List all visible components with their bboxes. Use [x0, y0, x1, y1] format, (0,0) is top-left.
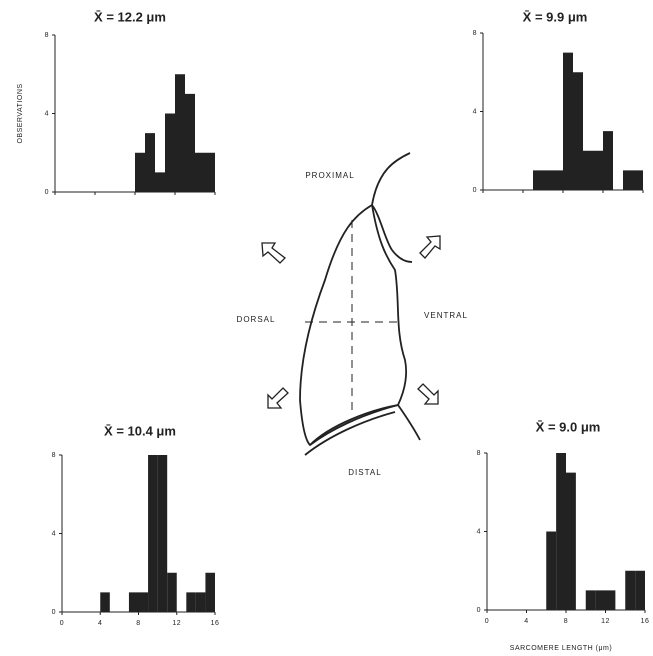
- x-tick-label: 8: [136, 620, 140, 627]
- bar: [205, 573, 215, 612]
- x-tick-label: 8: [564, 618, 568, 625]
- bar: [566, 473, 576, 610]
- bar: [165, 114, 175, 193]
- bar: [185, 94, 195, 192]
- chart-title: X̄ = 9.9 μm: [523, 9, 588, 24]
- bar: [533, 170, 543, 190]
- y-tick-label: 0: [52, 609, 56, 616]
- bar: [175, 74, 185, 192]
- chart-title: X̄ = 12.2 μm: [94, 9, 166, 24]
- label-ventral: VENTRAL: [424, 311, 468, 320]
- y-axis-label: OBSERVATIONS: [17, 83, 24, 143]
- label-proximal: PROXIMAL: [305, 171, 354, 180]
- bar: [158, 455, 168, 612]
- bar: [139, 592, 149, 612]
- bar: [583, 151, 593, 190]
- bar: [553, 170, 563, 190]
- x-tick-label: 16: [641, 618, 650, 625]
- y-tick-label: 4: [45, 110, 49, 117]
- arrow: [268, 388, 288, 408]
- muscle-diagram: [262, 153, 440, 455]
- x-tick-label: 16: [211, 620, 220, 627]
- bar: [556, 453, 566, 610]
- bar: [546, 532, 556, 611]
- bar: [155, 172, 165, 192]
- bar: [623, 170, 633, 190]
- bar: [573, 72, 583, 190]
- bar: [196, 592, 206, 612]
- arrow: [418, 384, 438, 404]
- figure: PROXIMAL DORSAL VENTRAL DISTAL X̄ = 12.2…: [0, 0, 653, 656]
- x-tick-label: 0: [60, 620, 64, 627]
- y-tick-label: 8: [477, 450, 481, 457]
- bar: [596, 590, 606, 610]
- bar: [543, 170, 553, 190]
- bar: [593, 151, 603, 190]
- chart-title: X̄ = 9.0 μm: [536, 419, 601, 434]
- bar: [186, 592, 196, 612]
- label-dorsal: DORSAL: [237, 315, 276, 324]
- bar: [625, 571, 635, 610]
- distal-line: [310, 405, 420, 445]
- y-tick-label: 8: [473, 30, 477, 37]
- bar: [633, 170, 643, 190]
- y-tick-label: 0: [477, 607, 481, 614]
- bar: [586, 590, 596, 610]
- muscle-outline: [300, 153, 410, 445]
- bar: [167, 573, 177, 612]
- x-tick-label: 4: [98, 620, 102, 627]
- distal-line: [305, 412, 395, 455]
- bar: [129, 592, 139, 612]
- bar: [635, 571, 645, 610]
- bar: [135, 153, 145, 192]
- bar: [145, 133, 155, 192]
- bar: [606, 590, 616, 610]
- chart-title: X̄ = 10.4 μm: [104, 423, 176, 438]
- y-tick-label: 8: [45, 32, 49, 39]
- bar: [148, 455, 158, 612]
- x-axis-label: SARCOMERE LENGTH (μm): [510, 645, 612, 652]
- y-tick-label: 0: [45, 189, 49, 196]
- arrow: [420, 236, 440, 258]
- bar: [100, 592, 110, 612]
- bar: [195, 153, 205, 192]
- bar: [603, 131, 613, 190]
- x-tick-label: 0: [485, 618, 489, 625]
- x-tick-label: 12: [601, 618, 610, 625]
- y-tick-label: 4: [52, 530, 56, 537]
- y-tick-label: 4: [477, 528, 481, 535]
- y-tick-label: 4: [473, 108, 477, 115]
- bar: [563, 53, 573, 190]
- y-tick-label: 0: [473, 187, 477, 194]
- y-tick-label: 8: [52, 452, 56, 459]
- x-tick-label: 4: [524, 618, 528, 625]
- x-tick-label: 12: [172, 620, 181, 627]
- arrow: [262, 243, 285, 263]
- bar: [205, 153, 215, 192]
- label-distal: DISTAL: [348, 468, 381, 477]
